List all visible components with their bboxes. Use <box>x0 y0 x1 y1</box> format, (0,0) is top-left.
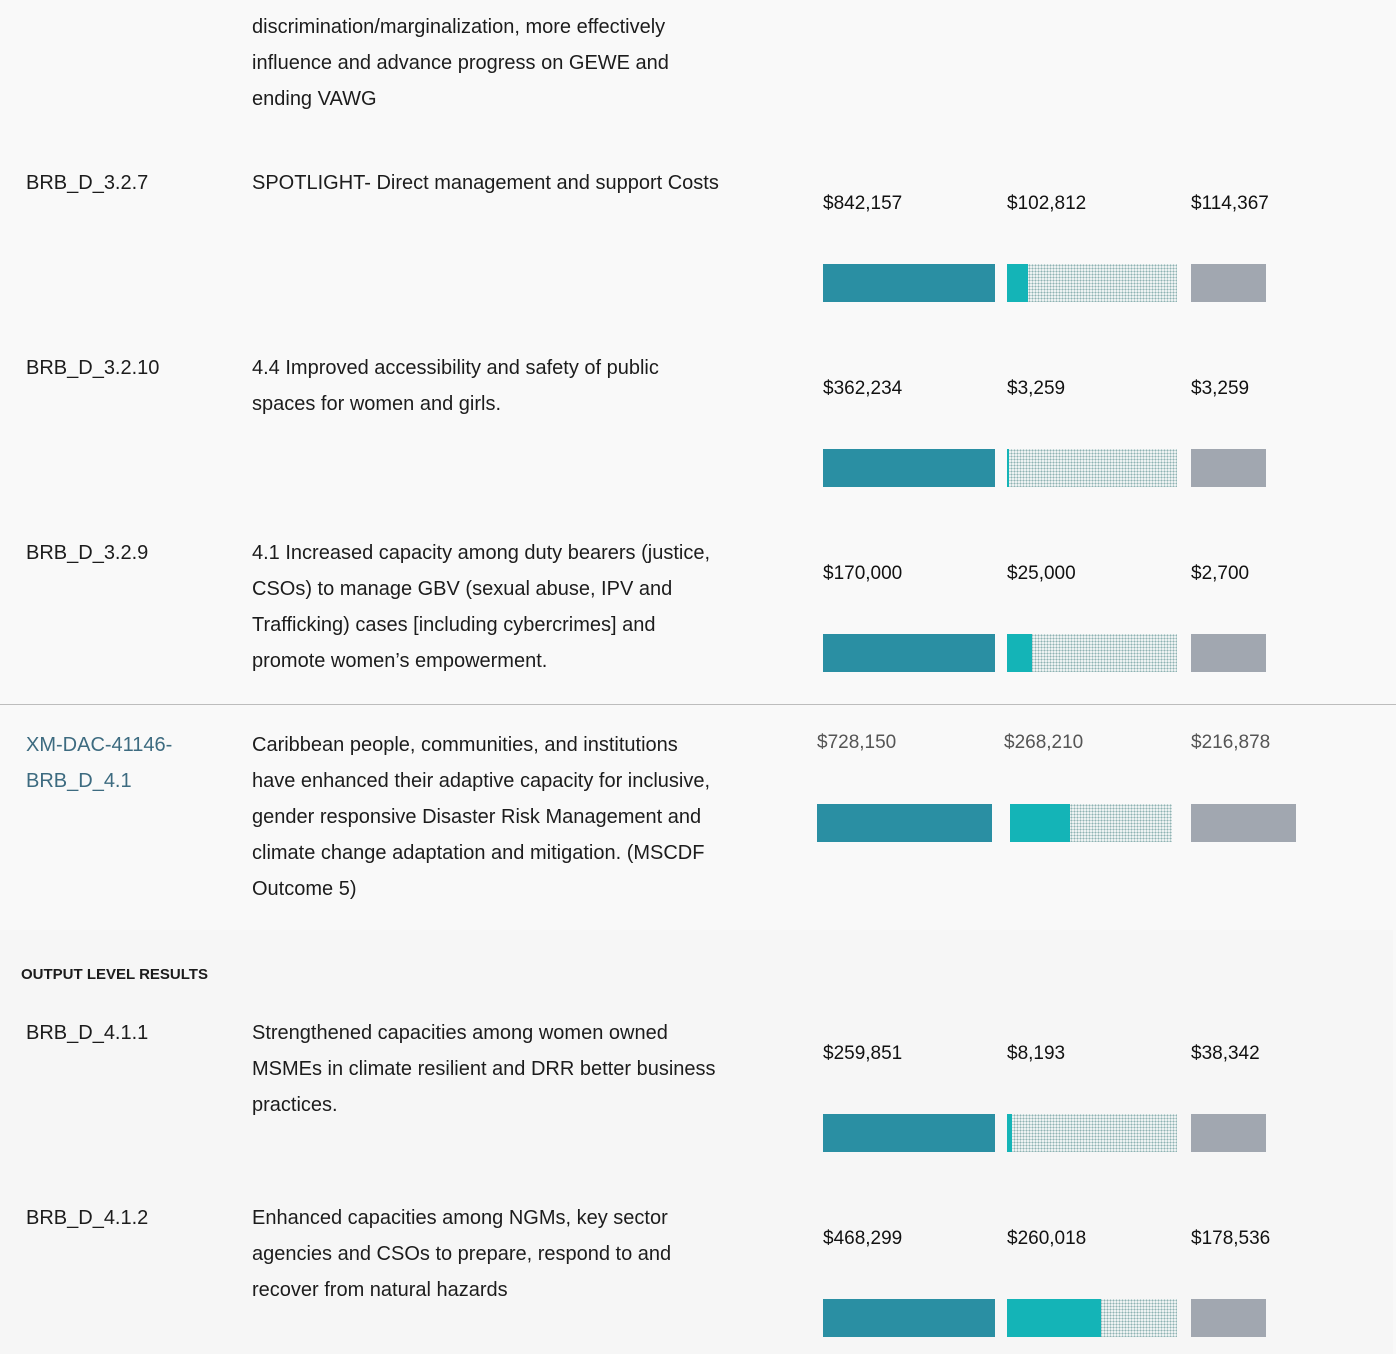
third-bar <box>1191 634 1266 672</box>
row-description: Strengthened capacities among women owne… <box>252 1022 668 1044</box>
row-description: gender responsive Disaster Risk Manageme… <box>252 806 702 828</box>
budget-bar <box>823 1299 995 1337</box>
amount: $102,812 <box>1007 193 1087 214</box>
amount: $259,851 <box>823 1043 903 1064</box>
amount: $25,000 <box>1007 563 1076 584</box>
separator <box>0 704 1396 705</box>
row-description: 4.4 Improved accessibility and safety of… <box>252 357 659 379</box>
progress-track <box>1007 634 1177 672</box>
row-description: ending VAWG <box>252 88 377 110</box>
amount: $2,700 <box>1191 563 1250 584</box>
amount: $38,342 <box>1191 1043 1260 1064</box>
row-description: promote women’s empowerment. <box>252 650 548 672</box>
row-id: BRB_D_4.1 <box>26 770 132 792</box>
amount: $268,210 <box>1004 732 1084 753</box>
row-description: climate change adaptation and mitigation… <box>252 842 705 864</box>
row-id: BRB_D_3.2.10 <box>26 357 160 379</box>
amount: $216,878 <box>1191 732 1271 753</box>
row-description: MSMEs in climate resilient and DRR bette… <box>252 1058 716 1080</box>
row-description: Enhanced capacities among NGMs, key sect… <box>252 1207 668 1229</box>
budget-bar <box>823 449 995 487</box>
row-description: 4.1 Increased capacity among duty bearer… <box>252 542 711 564</box>
progress-bar <box>1007 264 1028 302</box>
progress-bar <box>1007 634 1032 672</box>
budget-bar <box>823 264 995 302</box>
amount: $260,018 <box>1007 1228 1087 1249</box>
amount: $842,157 <box>823 193 903 214</box>
third-bar <box>1191 804 1296 842</box>
amount: $3,259 <box>1191 378 1250 399</box>
row-id: BRB_D_3.2.7 <box>26 172 149 194</box>
row-id: BRB_D_3.2.9 <box>26 542 149 564</box>
third-bar <box>1191 449 1266 487</box>
progress-bar <box>1007 1114 1013 1152</box>
row-description: Outcome 5) <box>252 878 357 900</box>
amount: $114,367 <box>1191 193 1269 214</box>
row-description: Trafficking) cases [including cybercrime… <box>252 614 656 636</box>
row-description: spaces for women and girls. <box>252 393 502 415</box>
progress-track <box>1007 1114 1177 1152</box>
section-title: OUTPUT LEVEL RESULTS <box>21 966 208 983</box>
row-description: discrimination/marginalization, more eff… <box>252 16 666 38</box>
budget-bar <box>817 804 992 842</box>
row-description: influence and advance progress on GEWE a… <box>252 52 669 74</box>
row-description: SPOTLIGHT- Direct management and support… <box>252 172 719 194</box>
row-description: CSOs) to manage GBV (sexual abuse, IPV a… <box>252 578 673 600</box>
amount: $8,193 <box>1007 1043 1066 1064</box>
amount: $468,299 <box>823 1228 903 1249</box>
row-description: recover from natural hazards <box>252 1279 508 1301</box>
amount: $170,000 <box>823 563 903 584</box>
row-description: Caribbean people, communities, and insti… <box>252 734 678 756</box>
row-id: XM-DAC-41146- <box>26 734 173 756</box>
progress-track <box>1010 804 1172 842</box>
progress-bar <box>1007 449 1009 487</box>
amount: $728,150 <box>817 732 897 753</box>
row-description: agencies and CSOs to prepare, respond to… <box>252 1243 672 1265</box>
row-id: BRB_D_4.1.1 <box>26 1022 149 1044</box>
progress-track <box>1007 264 1177 302</box>
third-bar <box>1191 1114 1266 1152</box>
row-description: practices. <box>252 1094 338 1116</box>
band <box>0 930 1393 1354</box>
amount: $3,259 <box>1007 378 1066 399</box>
budget-bar <box>823 634 995 672</box>
amount: $178,536 <box>1191 1228 1271 1249</box>
progress-track <box>1007 449 1177 487</box>
progress-bar <box>1010 804 1070 842</box>
third-bar <box>1191 1299 1266 1337</box>
row-id: BRB_D_4.1.2 <box>26 1207 149 1229</box>
progress-bar <box>1007 1299 1102 1337</box>
budget-bar <box>823 1114 995 1152</box>
row-description: have enhanced their adaptive capacity fo… <box>252 770 711 792</box>
third-bar <box>1191 264 1266 302</box>
amount: $362,234 <box>823 378 903 399</box>
progress-track <box>1007 1299 1177 1337</box>
